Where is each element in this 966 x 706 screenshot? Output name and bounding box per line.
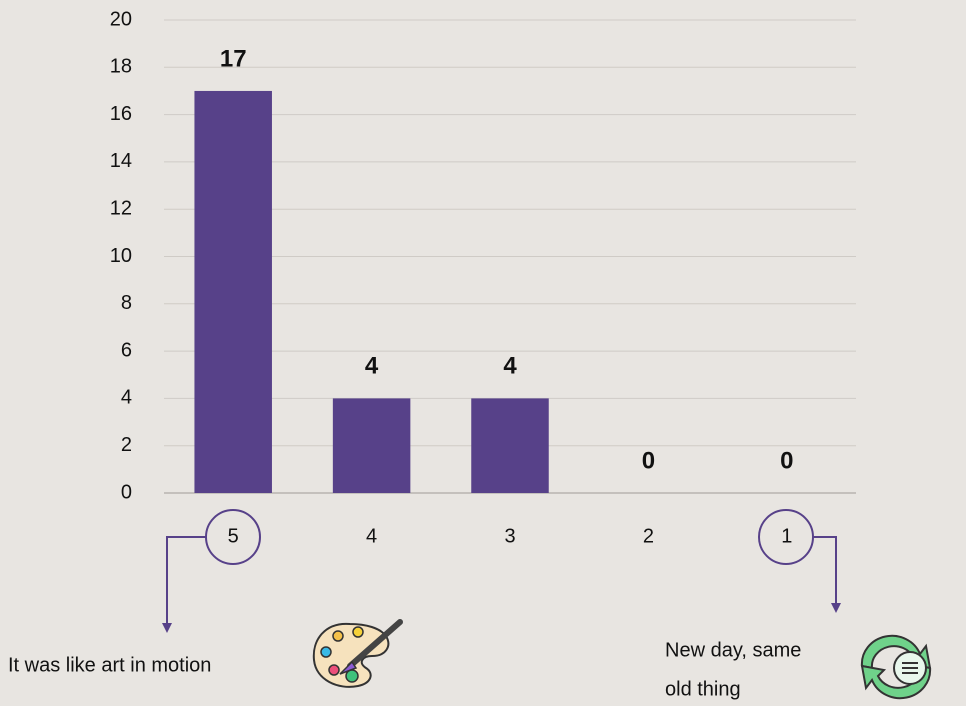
palette-icon	[312, 619, 403, 688]
value-label: 4	[503, 353, 517, 380]
y-tick-label: 2	[121, 434, 132, 456]
value-label: 0	[642, 447, 655, 474]
value-label: 0	[780, 447, 793, 474]
y-tick-label: 8	[121, 292, 132, 314]
y-tick-label: 16	[110, 103, 132, 125]
value-label: 4	[365, 353, 379, 380]
annotation: old thing	[665, 678, 741, 700]
connector-arrow	[813, 536, 841, 613]
connector-arrow	[162, 536, 206, 633]
x-tick-label: 1	[781, 525, 792, 547]
y-tick-label: 14	[110, 150, 132, 172]
recycle-icon	[860, 634, 932, 700]
y-tick-label: 12	[110, 197, 132, 219]
grid	[164, 19, 856, 494]
bar	[471, 398, 549, 493]
y-tick-label: 10	[110, 245, 132, 267]
annotation: New day, same	[665, 639, 801, 661]
annotation: It was like art in motion	[8, 654, 211, 676]
bar	[194, 90, 272, 493]
y-tick-label: 4	[121, 387, 132, 409]
bars	[194, 90, 549, 493]
y-tick-label: 20	[110, 8, 132, 30]
y-tick-label: 6	[121, 339, 132, 361]
bar	[332, 398, 411, 493]
x-tick-label: 2	[643, 525, 654, 547]
x-tick-label: 4	[366, 525, 377, 547]
value-label: 17	[220, 45, 247, 72]
y-tick-label: 0	[121, 481, 132, 503]
x-tick-label: 3	[504, 525, 515, 547]
x-tick-label: 5	[228, 525, 239, 547]
y-tick-label: 18	[110, 56, 132, 78]
